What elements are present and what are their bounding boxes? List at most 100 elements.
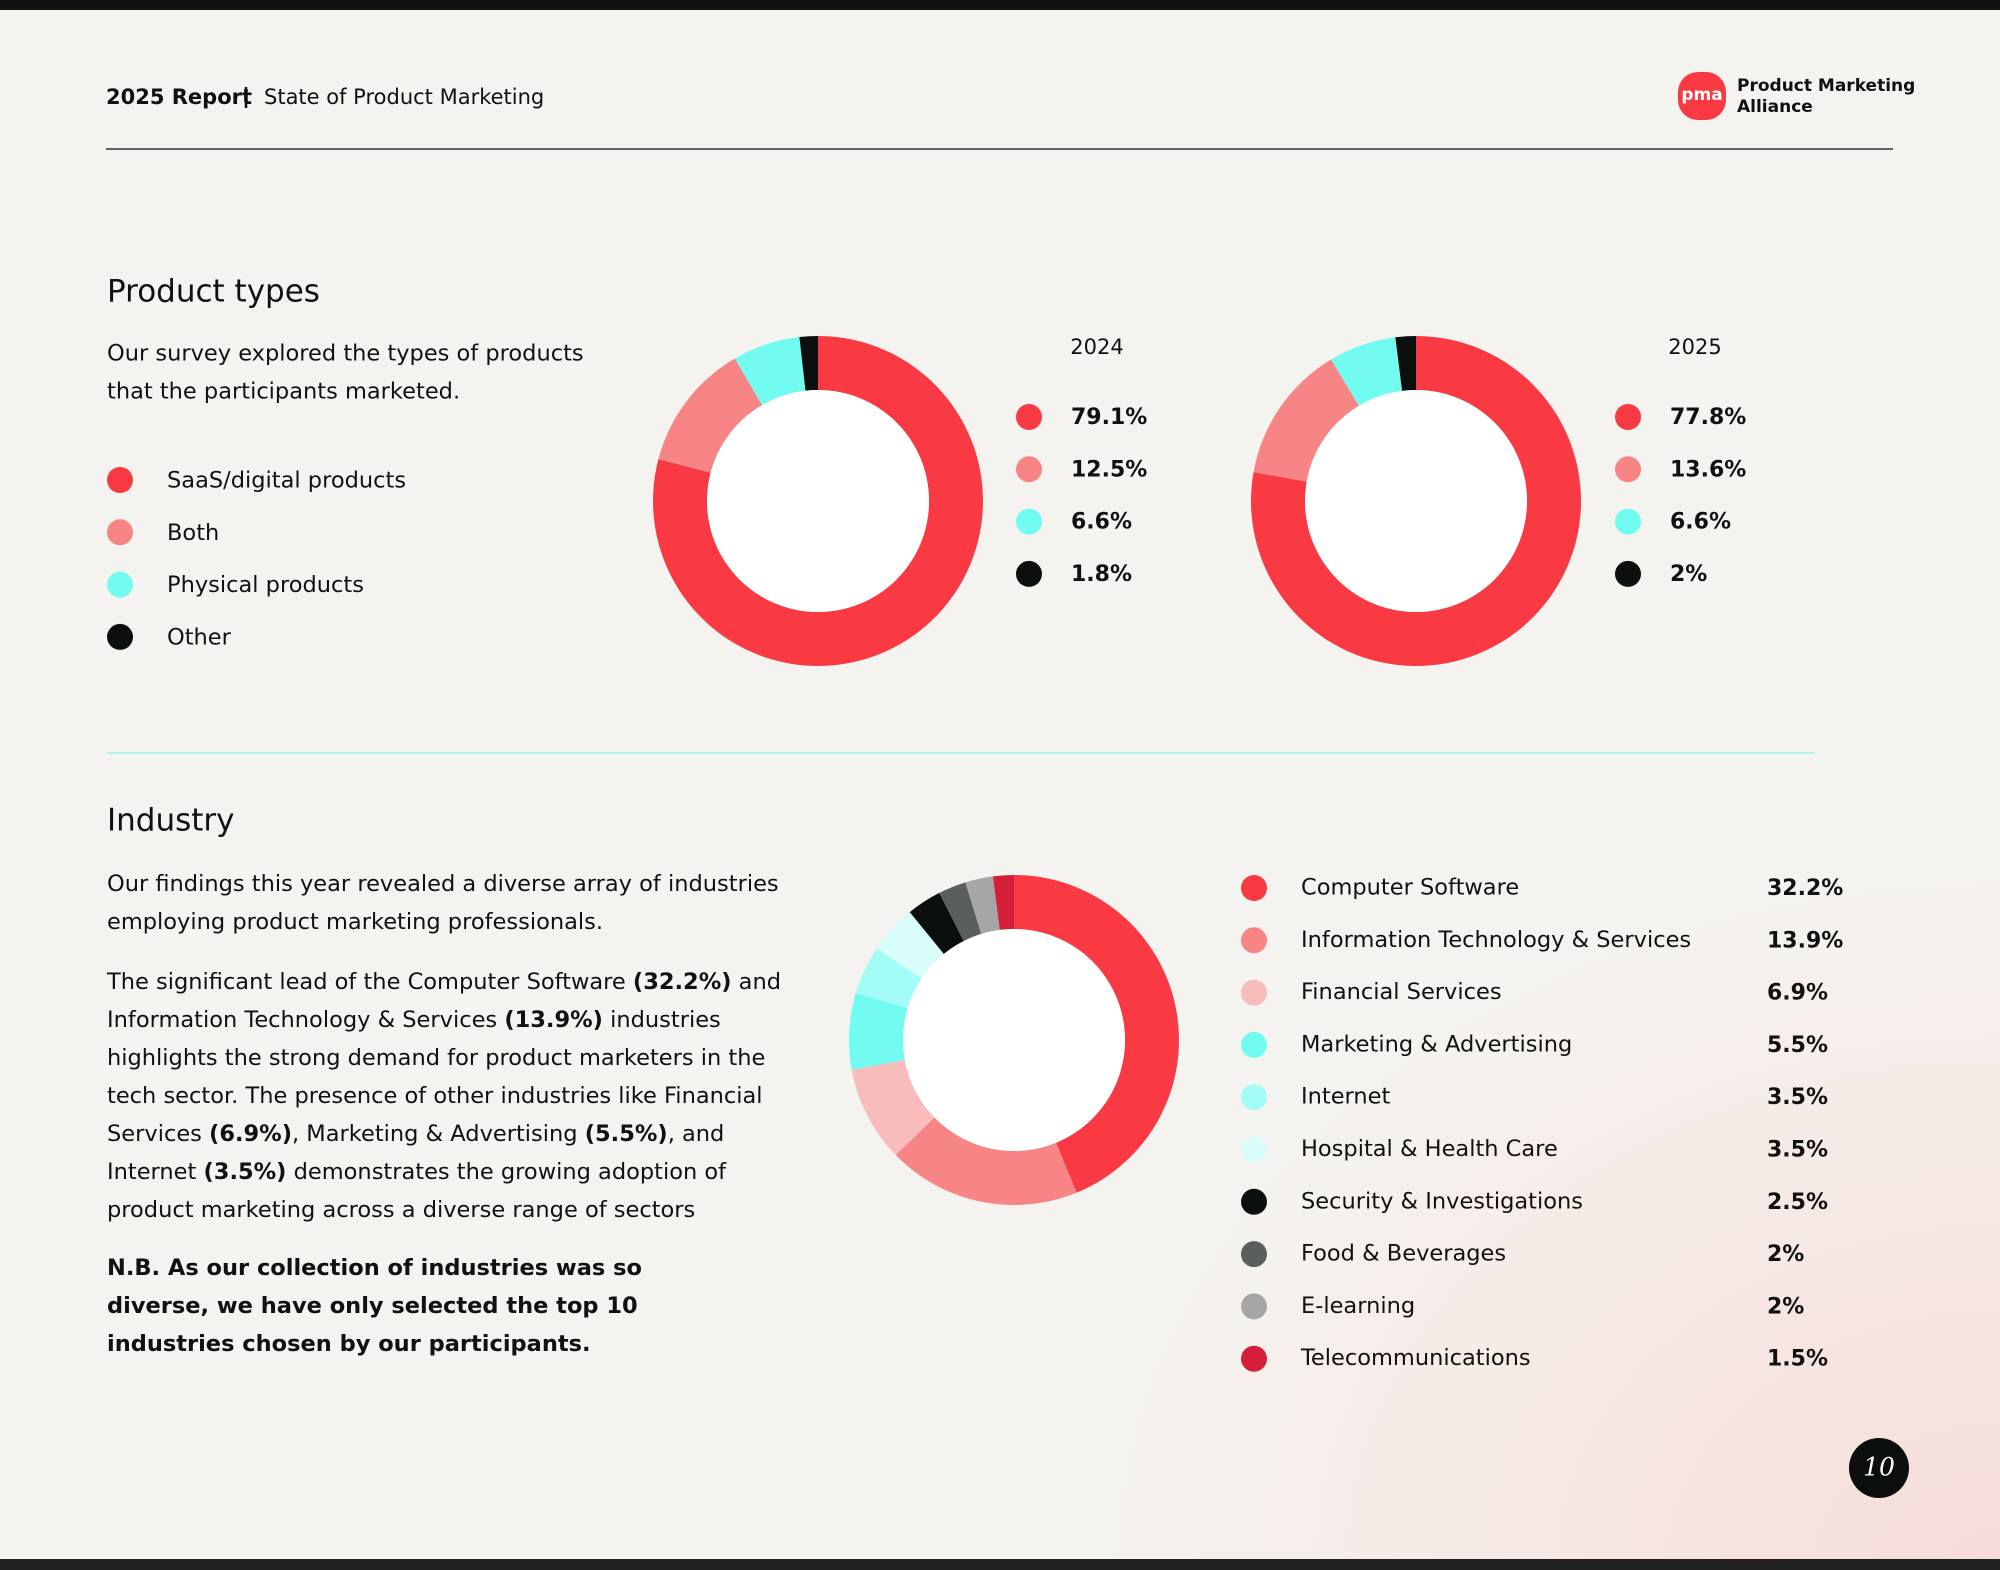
- page-number: 10: [1863, 1453, 1895, 1482]
- legend-label: SaaS/digital products: [167, 468, 406, 494]
- legend-dot: [1016, 404, 1042, 430]
- donut-segment: [1253, 359, 1359, 482]
- legend-label: Both: [167, 520, 219, 546]
- section-title: Industry: [107, 803, 235, 839]
- bottom-bar: [0, 1559, 2000, 1570]
- legend-label: Computer Software: [1301, 875, 1519, 901]
- value-label: 12.5%: [1071, 457, 1147, 482]
- text-run: demonstrates the growing adoption of pro…: [107, 1159, 727, 1223]
- legend-dot: [1615, 560, 1641, 587]
- text-run: N.B. As our collection of industries was…: [107, 1255, 642, 1357]
- donut-segment: [939, 882, 982, 942]
- legend-label: Financial Services: [1301, 979, 1502, 1005]
- legend-dot: [107, 623, 133, 650]
- text-run: , and Internet: [107, 1121, 725, 1185]
- legend-label: Marketing & Advertising: [1301, 1031, 1572, 1057]
- legend-dot: [1241, 1241, 1267, 1268]
- legend-label: Telecommunications: [1300, 1345, 1531, 1371]
- top-bar: [0, 0, 2000, 10]
- legend-dot: [1241, 1031, 1267, 1058]
- text-run: The significant lead of the Computer Sof…: [107, 969, 633, 995]
- legend-dot: [107, 467, 133, 493]
- report-title: State of Product Marketing: [264, 85, 544, 109]
- donut-segment: [1395, 336, 1416, 391]
- value-label: 32.2%: [1767, 876, 1843, 901]
- value-label: 2.5%: [1767, 1190, 1828, 1215]
- donut-segment: [992, 875, 1014, 930]
- donut-segment: [849, 993, 908, 1070]
- legend-dot: [1241, 875, 1267, 901]
- text-run: (5.5%): [584, 1121, 668, 1147]
- value-label: 77.8%: [1670, 405, 1746, 430]
- text-run: (13.9%): [504, 1007, 603, 1033]
- logo-mark: [1678, 72, 1726, 120]
- text-run: (3.5%): [203, 1159, 287, 1185]
- legend-dot: [1016, 508, 1042, 535]
- section-title: Product types: [107, 274, 320, 310]
- donut-segment: [799, 336, 818, 391]
- legend-dot: [1615, 508, 1641, 535]
- legend-dot: [1241, 1188, 1267, 1215]
- value-label: 6.6%: [1071, 510, 1132, 535]
- legend-dot: [1241, 1136, 1267, 1163]
- text-run: (6.9%): [209, 1121, 292, 1147]
- value-label: 2%: [1670, 562, 1707, 587]
- legend-dot: [1241, 1293, 1267, 1320]
- value-label: 13.6%: [1670, 457, 1746, 482]
- report-label: 2025 Report: [106, 85, 252, 109]
- paragraph: The significant lead of the Computer Sof…: [107, 963, 787, 1229]
- legend-dot: [1241, 927, 1267, 954]
- legend-label: Physical products: [167, 572, 364, 598]
- legend-label: Hospital & Health Care: [1301, 1136, 1558, 1162]
- donut-segment: [1331, 337, 1403, 406]
- donut-segment: [855, 948, 922, 1009]
- text-run: Our findings this year revealed a divers…: [107, 871, 779, 935]
- legend-label: Security & Investigations: [1301, 1188, 1583, 1214]
- value-label: 6.6%: [1670, 510, 1731, 535]
- donut-segment: [895, 1117, 1077, 1205]
- donut-hole: [707, 390, 929, 612]
- paragraph: Our findings this year revealed a divers…: [107, 865, 787, 941]
- donut-segment: [965, 876, 1000, 934]
- donut-segment: [1014, 875, 1179, 1193]
- legend-dot: [1241, 1345, 1267, 1372]
- value-label: 79.1%: [1071, 405, 1147, 430]
- value-label: 3.5%: [1767, 1138, 1828, 1163]
- legend-label: Other: [167, 624, 232, 650]
- donut-hole: [903, 929, 1125, 1151]
- donut-segment: [876, 912, 944, 979]
- section-description: that the participants marketed.: [107, 379, 460, 405]
- chart-title: 2025: [1668, 335, 1721, 359]
- donut-segment: [658, 358, 763, 473]
- chart-title: 2024: [1070, 335, 1123, 359]
- page-number-badge: [1849, 1438, 1909, 1498]
- value-label: 2%: [1767, 1294, 1804, 1319]
- value-label: 2%: [1767, 1242, 1804, 1267]
- value-label: 6.9%: [1767, 981, 1828, 1006]
- value-label: 13.9%: [1767, 928, 1843, 953]
- legend-dot: [1241, 1084, 1267, 1111]
- legend-dot: [1016, 560, 1042, 587]
- legend-label: E-learning: [1301, 1293, 1415, 1319]
- paragraph: N.B. As our collection of industries was…: [107, 1249, 737, 1363]
- legend-dot: [1615, 404, 1641, 430]
- text-run: industries highlights the strong demand …: [107, 1007, 766, 1147]
- text-run: and Information Technology & Services: [107, 969, 782, 1033]
- value-label: 1.5%: [1767, 1347, 1828, 1372]
- section-description: Our survey explored the types of product…: [107, 341, 584, 367]
- legend-dot: [1615, 456, 1641, 483]
- legend-dot: [107, 519, 133, 546]
- legend-dot: [1016, 456, 1042, 483]
- donut-hole: [1305, 390, 1527, 612]
- logo-name: Product Marketing: [1737, 76, 1915, 96]
- logo-text: pma: [1681, 85, 1722, 105]
- legend-label: Food & Beverages: [1301, 1241, 1506, 1267]
- donut-segment: [851, 1060, 935, 1156]
- donut-segment: [653, 336, 983, 666]
- legend-dot: [1241, 979, 1267, 1006]
- logo-name: Alliance: [1737, 97, 1813, 117]
- donut-segment: [1251, 336, 1581, 666]
- donut-segment: [909, 892, 964, 954]
